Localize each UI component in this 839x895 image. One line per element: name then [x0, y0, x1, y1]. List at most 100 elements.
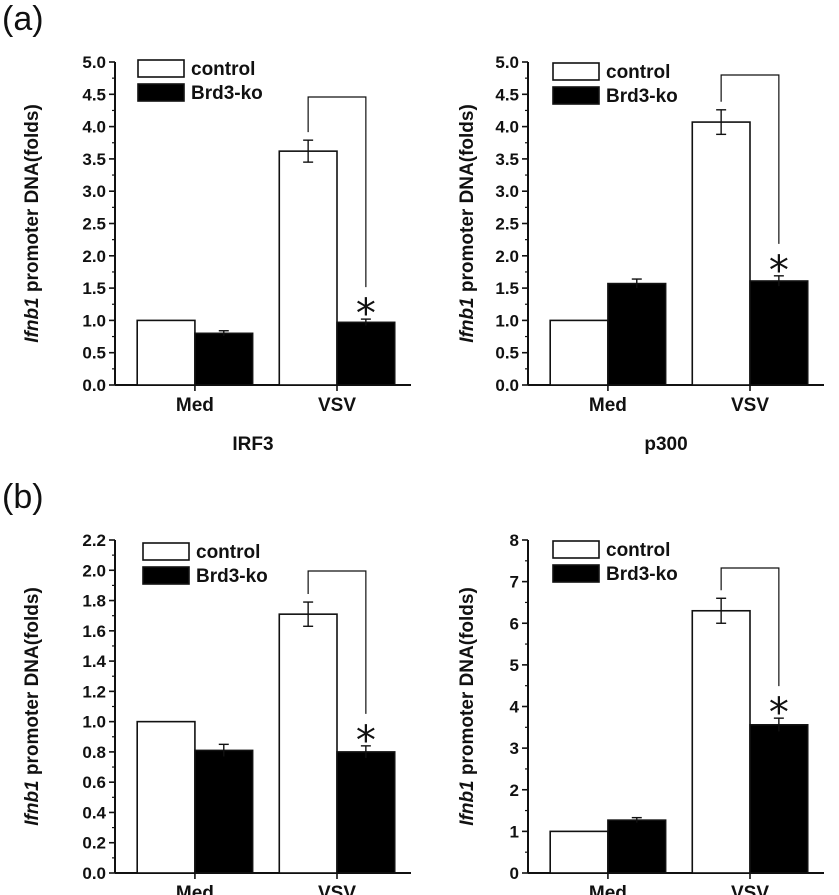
bar-brd3-ko-vsv: [749, 724, 809, 874]
chart-4: 0 1 2 3 4 5 6 7 8 Ifnb1 promoter DNA(folds) Med VSV…: [457, 531, 824, 895]
y-tick-label: 1.2: [82, 682, 106, 701]
legend-swatch-control: [552, 540, 600, 559]
x-tick-label-med: Med: [589, 883, 627, 895]
y-tick-label: 3.0: [82, 182, 106, 201]
significance-star: *: [769, 690, 789, 736]
legend-swatch-brd3-ko: [142, 566, 190, 585]
significance-bracket: [307, 96, 367, 288]
y-tick-label: 1.0: [495, 311, 519, 330]
y-tick-label: 0: [510, 864, 519, 883]
y-tick-label: 4.5: [495, 85, 519, 104]
significance-star: *: [356, 718, 376, 764]
chart-2: 0.0 0.5 1.0 1.5 2.0 2.5 3.0 3.5 4.0 4.5 5.0 Ifnb1 p…: [457, 53, 824, 455]
y-tick-label: 0.8: [82, 743, 106, 762]
bar-brd3-ko-vsv: [749, 280, 809, 386]
x-tick-label-vsv: VSV: [731, 395, 769, 416]
significance-star: *: [356, 291, 376, 337]
y-axis-label: Ifnb1 promoter DNA(folds): [457, 587, 478, 826]
y-tick-label: 8: [510, 531, 519, 550]
x-tick-label-vsv: VSV: [318, 883, 356, 895]
y-tick-label: 0.4: [82, 803, 106, 822]
y-tick-label: 0.5: [495, 344, 519, 363]
legend-swatch-control: [142, 542, 190, 561]
y-tick-label: 4.5: [82, 85, 106, 104]
bar-control-med: [136, 319, 196, 386]
significance-bracket: [720, 567, 780, 687]
y-tick-label: 3.5: [82, 150, 106, 169]
x-axis-label: p300: [644, 434, 687, 455]
x-tick-label-med: Med: [176, 395, 214, 416]
legend-label-control: control: [606, 540, 670, 561]
y-tick-label: 4: [510, 698, 520, 717]
y-tick-label: 0.2: [82, 834, 106, 853]
y-tick-label: 0.0: [495, 376, 519, 395]
y-tick-label: 4.0: [495, 118, 519, 137]
y-tick-label: 4.0: [82, 118, 106, 137]
y-tick-label: 1.0: [82, 713, 106, 732]
chart-3: 0.0 0.2 0.4 0.6 0.8 1.0 1.2 1.4 1.6 1.8 2.0 2.2 Ifnb…: [22, 531, 411, 895]
y-tick-label: 2.5: [82, 215, 106, 234]
legend-swatch-brd3-ko: [552, 564, 600, 583]
y-tick-label: 2.0: [82, 247, 106, 266]
x-tick-label-vsv: VSV: [731, 883, 769, 895]
bar-control-med: [136, 720, 196, 874]
y-tick-label: 5.0: [495, 53, 519, 72]
y-tick-label: 1.8: [82, 592, 106, 611]
y-tick-label: 2: [510, 781, 519, 800]
bar-control-vsv: [278, 613, 338, 874]
legend-label-control: control: [606, 62, 670, 83]
y-tick-label: 2.5: [495, 215, 519, 234]
bar-control-vsv: [691, 609, 751, 874]
bar-brd3-ko-med: [607, 819, 667, 874]
y-tick-label: 5.0: [82, 53, 106, 72]
x-tick-label-vsv: VSV: [318, 395, 356, 416]
y-tick-label: 0.6: [82, 773, 106, 792]
bar-control-med: [549, 319, 609, 386]
y-tick-label: 1.0: [82, 311, 106, 330]
bar-brd3-ko-med: [194, 332, 254, 386]
y-axis-label: Ifnb1 promoter DNA(folds): [22, 104, 43, 343]
legend-label-brd3-ko: Brd3-ko: [196, 566, 268, 587]
y-tick-label: 0.5: [82, 344, 106, 363]
legend-label-brd3-ko: Brd3-ko: [606, 564, 678, 585]
legend-swatch-brd3-ko: [137, 83, 185, 102]
y-tick-label: 5: [510, 656, 519, 675]
y-tick-label: 3.5: [495, 150, 519, 169]
y-tick-label: 2.0: [495, 247, 519, 266]
bar-brd3-ko-med: [607, 282, 667, 386]
significance-bracket: [720, 74, 780, 244]
legend-label-brd3-ko: Brd3-ko: [191, 83, 263, 104]
x-tick-label-med: Med: [176, 883, 214, 895]
legend-label-control: control: [191, 59, 255, 80]
legend-label-brd3-ko: Brd3-ko: [606, 86, 678, 107]
x-axis-label: IRF3: [232, 434, 273, 455]
legend-swatch-control: [137, 59, 185, 78]
bar-brd3-ko-vsv: [336, 751, 396, 874]
y-tick-label: 1.5: [82, 279, 106, 298]
y-tick-label: 0.0: [82, 376, 106, 395]
significance-star: *: [769, 248, 789, 294]
legend-swatch-brd3-ko: [552, 86, 600, 105]
bar-brd3-ko-vsv: [336, 321, 396, 386]
y-tick-label: 7: [510, 573, 519, 592]
y-tick-label: 2.0: [82, 561, 106, 580]
y-tick-label: 6: [510, 614, 519, 633]
legend-swatch-control: [552, 62, 600, 81]
y-tick-label: 2.2: [82, 531, 106, 550]
significance-bracket: [307, 570, 367, 714]
y-tick-label: 3: [510, 739, 519, 758]
y-axis-label: Ifnb1 promoter DNA(folds): [457, 104, 478, 343]
y-tick-label: 0.0: [82, 864, 106, 883]
panel-label-b: (b): [2, 478, 44, 516]
panel-label-a: (a): [2, 0, 44, 38]
y-tick-label: 3.0: [495, 182, 519, 201]
y-tick-label: 1.5: [495, 279, 519, 298]
y-tick-label: 1.6: [82, 622, 106, 641]
bar-control-vsv: [278, 150, 338, 386]
y-axis-label: Ifnb1 promoter DNA(folds): [22, 587, 43, 826]
x-tick-label-med: Med: [589, 395, 627, 416]
y-tick-label: 1: [510, 822, 519, 841]
chart-1: 0.0 0.5 1.0 1.5 2.0 2.5 3.0 3.5 4.0 4.5 5.0 Ifnb1 p…: [22, 53, 411, 455]
bar-brd3-ko-med: [194, 749, 254, 874]
